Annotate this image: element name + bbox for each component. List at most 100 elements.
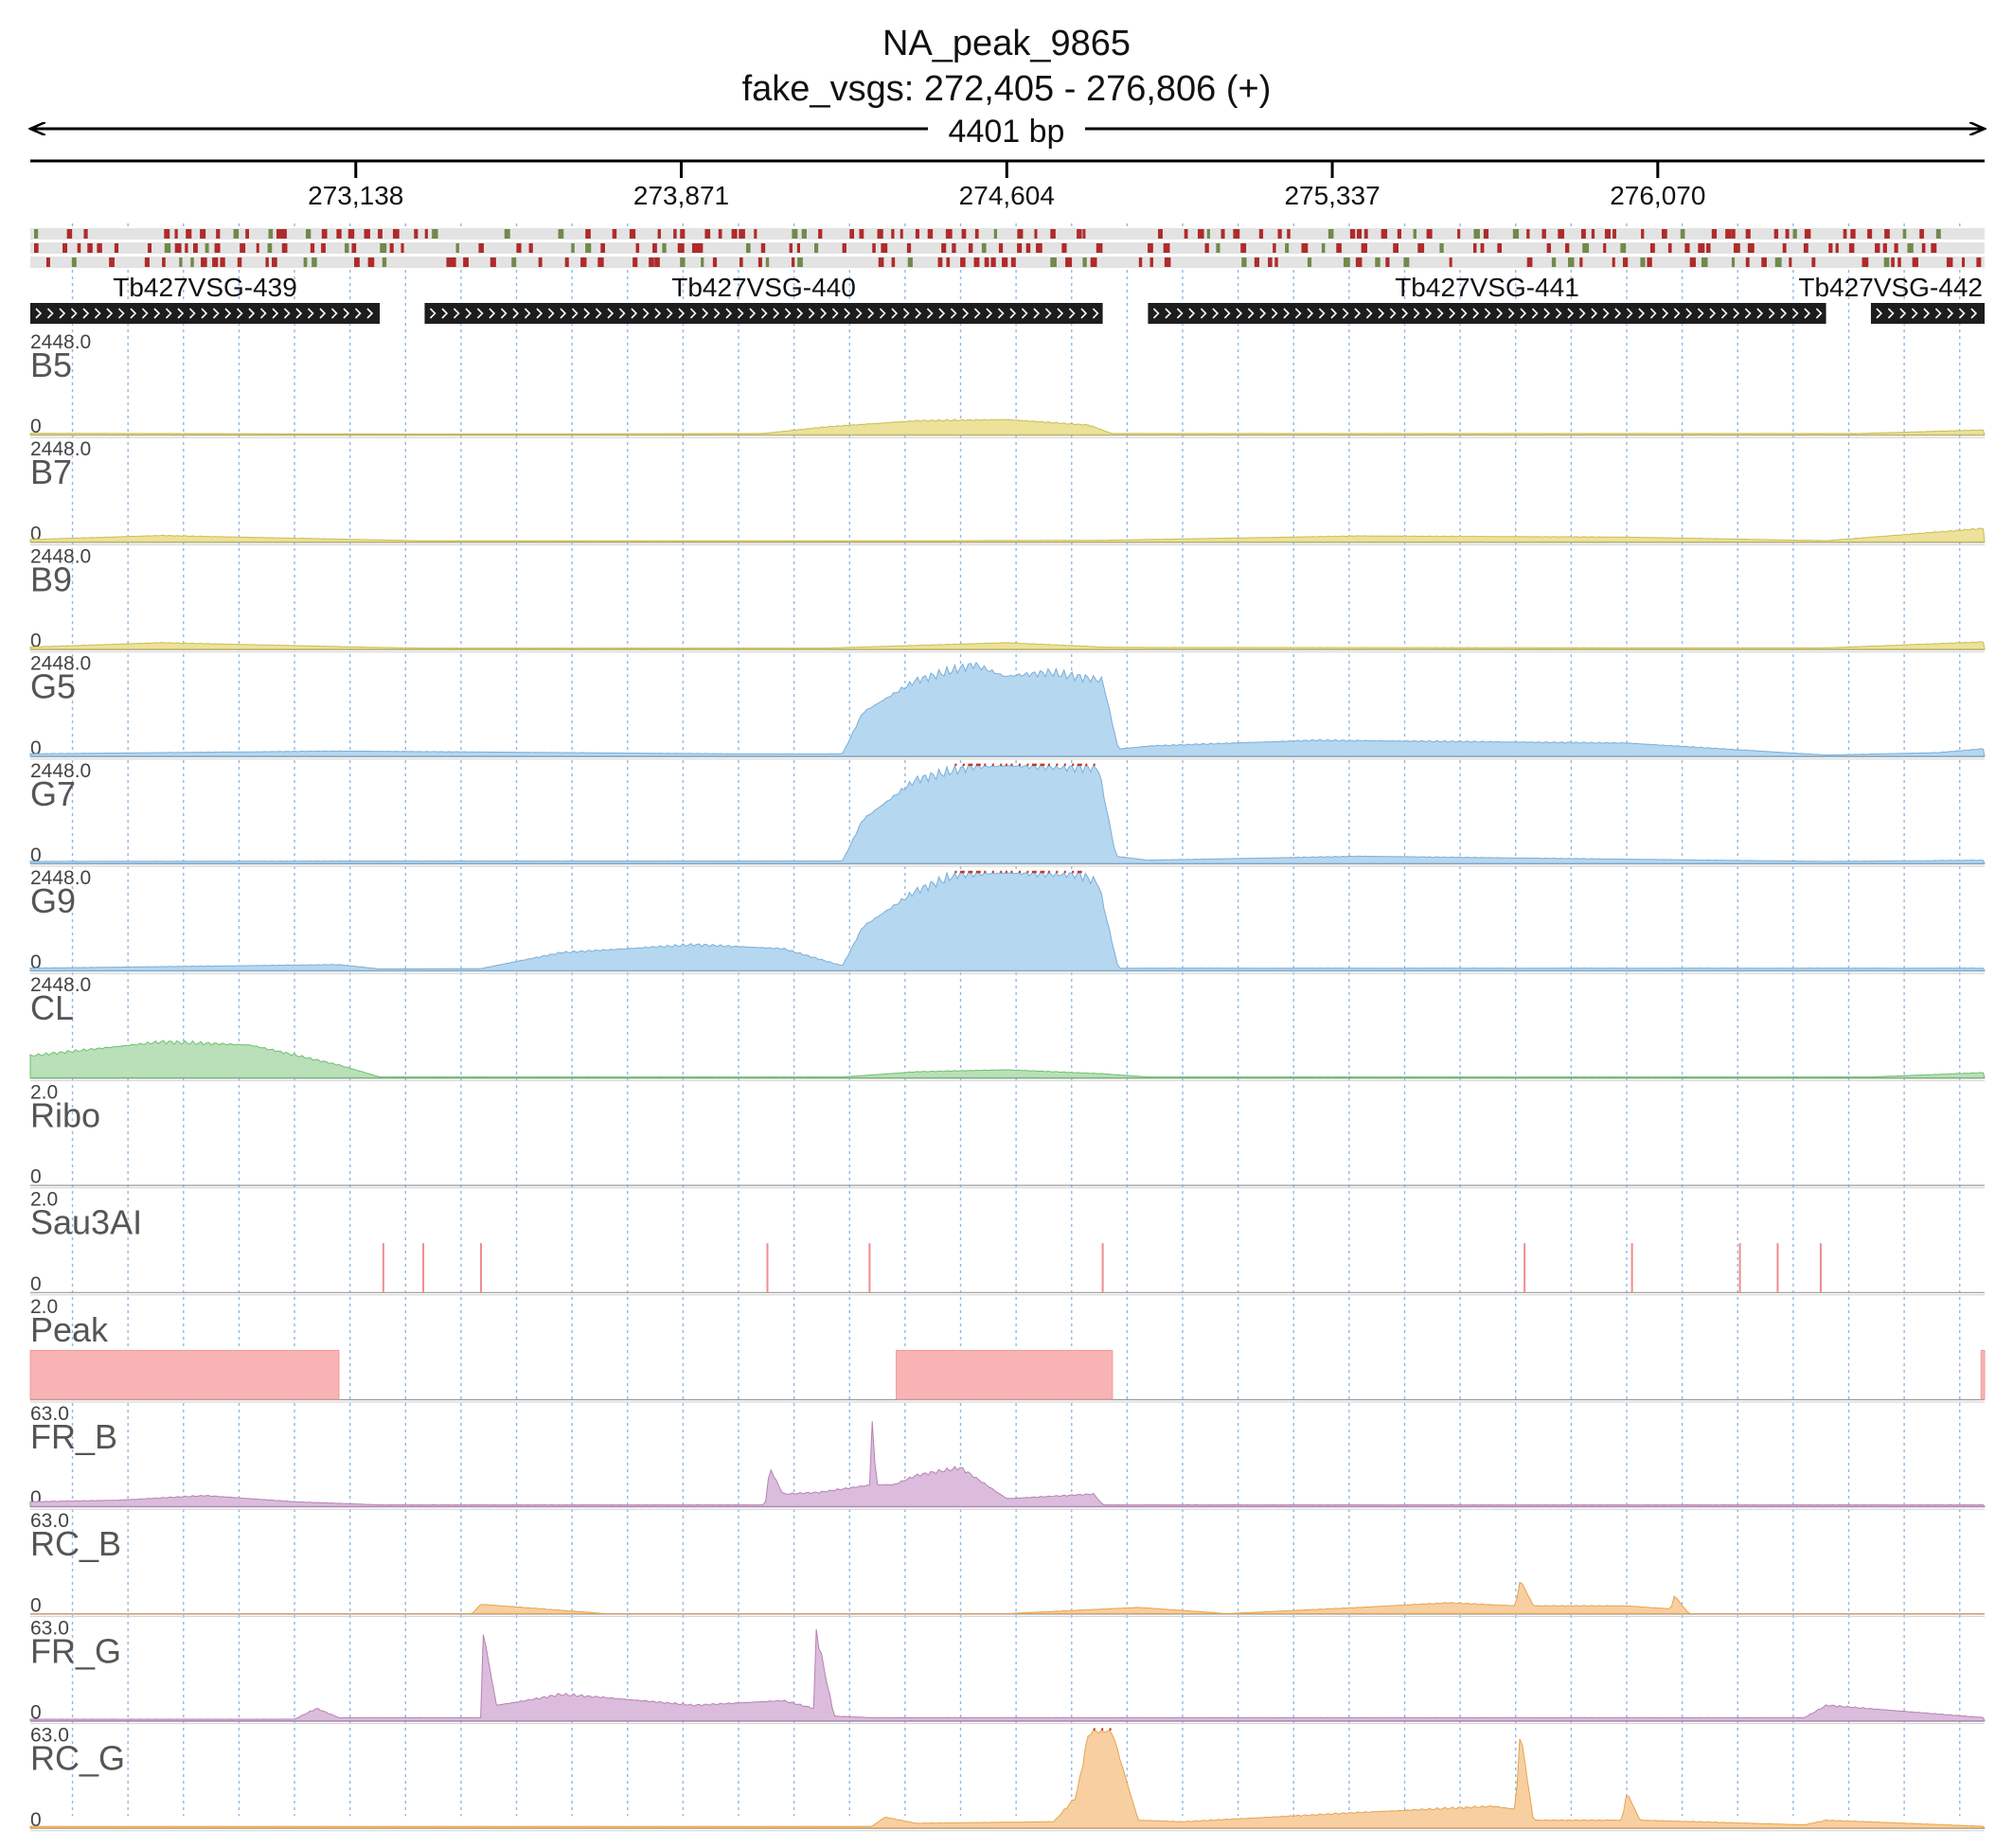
variant-mark bbox=[1138, 258, 1143, 267]
variant-mark bbox=[571, 243, 575, 253]
track-g5: 2448.0G5 0 bbox=[29, 653, 1986, 760]
variant-mark bbox=[558, 229, 564, 239]
variant-mark bbox=[1148, 243, 1153, 253]
variant-mark bbox=[504, 229, 510, 239]
variant-mark bbox=[305, 229, 312, 239]
variant-mark bbox=[272, 258, 277, 267]
variant-mark bbox=[179, 258, 183, 267]
track-ymax-label: 63.0 bbox=[30, 1403, 69, 1425]
track-b9: 2448.0B9 0 bbox=[29, 545, 1986, 653]
variant-mark bbox=[585, 243, 592, 253]
variant-mark bbox=[842, 243, 846, 253]
variant-mark bbox=[961, 229, 967, 239]
track-ymin-label: 0 bbox=[30, 416, 42, 437]
variant-mark bbox=[1701, 258, 1708, 267]
variant-mark bbox=[1164, 258, 1171, 267]
variant-mark bbox=[1385, 258, 1390, 267]
variant-mark bbox=[201, 258, 207, 267]
variant-mark bbox=[1667, 243, 1672, 253]
variant-mark bbox=[1449, 258, 1452, 267]
coverage-area bbox=[29, 871, 1986, 971]
track-ymax-label: 2448.0 bbox=[30, 760, 91, 782]
variant-mark bbox=[915, 229, 919, 239]
variant-mark bbox=[1689, 258, 1696, 267]
variant-mark bbox=[1277, 229, 1282, 239]
variant-mark bbox=[1268, 258, 1273, 267]
variant-mark bbox=[237, 258, 242, 267]
variant-mark bbox=[1604, 229, 1612, 239]
variant-mark bbox=[452, 258, 456, 267]
variant-mark bbox=[680, 229, 686, 239]
gene-label: Tb427VSG-439 bbox=[113, 273, 297, 302]
variant-mark bbox=[1273, 243, 1276, 253]
variant-mark bbox=[97, 243, 102, 253]
gene-strand-chevrons bbox=[1152, 308, 1823, 319]
variant-mark bbox=[765, 258, 770, 267]
variant-mark bbox=[1483, 229, 1489, 239]
variant-mark bbox=[1568, 258, 1575, 267]
track-name: CL bbox=[30, 988, 74, 1027]
variant-mark bbox=[597, 258, 604, 267]
variant-mark bbox=[87, 243, 93, 253]
variant-mark bbox=[612, 229, 617, 239]
variant-mark bbox=[1706, 243, 1711, 253]
variant-mark bbox=[1216, 243, 1220, 253]
track-name: B7 bbox=[30, 453, 72, 491]
variant-mark bbox=[233, 229, 240, 239]
variant-mark bbox=[1206, 229, 1210, 239]
variant-mark bbox=[1082, 229, 1086, 239]
span-label: 4401 bp bbox=[949, 114, 1065, 150]
variant-mark bbox=[281, 243, 288, 253]
variant-mark bbox=[186, 229, 192, 239]
variant-mark bbox=[1850, 229, 1856, 239]
variant-mark bbox=[1773, 229, 1779, 239]
variant-mark bbox=[190, 258, 194, 267]
track-ymax-label: 2448.0 bbox=[30, 545, 91, 567]
track-name: G5 bbox=[30, 667, 76, 706]
variant-mark bbox=[974, 229, 979, 239]
variant-mark bbox=[801, 229, 807, 239]
variant-mark bbox=[164, 243, 171, 253]
variant-mark bbox=[1233, 229, 1240, 239]
variant-mark bbox=[267, 243, 273, 253]
variant-mark bbox=[1902, 229, 1907, 239]
variant-mark bbox=[303, 258, 308, 267]
variant-mark bbox=[1620, 243, 1627, 253]
variant-mark bbox=[1612, 258, 1615, 267]
variant-mark bbox=[981, 243, 987, 253]
variant-mark bbox=[455, 243, 459, 253]
variant-mark bbox=[1274, 258, 1278, 267]
variant-mark bbox=[34, 229, 39, 239]
chart-subtitle: fake_vsgs: 272,405 - 276,806 (+) bbox=[742, 69, 1272, 109]
variant-mark bbox=[216, 229, 221, 239]
variant-mark bbox=[731, 229, 738, 239]
gene-label: Tb427VSG-441 bbox=[1395, 273, 1579, 302]
variant-mark bbox=[220, 258, 225, 267]
variant-mark bbox=[1612, 229, 1616, 239]
track-b5: 2448.0B5 0 bbox=[29, 331, 1986, 438]
variant-mark bbox=[1336, 243, 1342, 253]
variant-mark bbox=[1640, 258, 1646, 267]
variant-mark bbox=[1307, 258, 1312, 267]
variant-mark bbox=[1077, 229, 1082, 239]
variant-mark bbox=[1785, 229, 1790, 239]
variant-mark bbox=[148, 243, 152, 253]
variant-mark bbox=[1321, 243, 1326, 253]
variant-mark bbox=[652, 243, 657, 253]
track-ymax-label: 63.0 bbox=[30, 1617, 69, 1639]
track-ymin-label: 0 bbox=[30, 951, 42, 973]
coverage-area bbox=[29, 1421, 1986, 1507]
variant-mark bbox=[1745, 229, 1751, 239]
track-g9: 2448.0G9 0 bbox=[29, 867, 1986, 974]
variant-mark bbox=[1526, 229, 1530, 239]
variant-mark bbox=[1875, 243, 1880, 253]
track-ymin-label: 0 bbox=[30, 1809, 42, 1831]
variant-mark bbox=[1343, 258, 1350, 267]
variant-mark bbox=[796, 243, 800, 253]
variant-mark bbox=[1417, 243, 1425, 253]
variant-mark bbox=[1848, 243, 1855, 253]
variant-mark bbox=[382, 258, 387, 267]
variant-mark bbox=[1065, 258, 1073, 267]
variant-mark bbox=[1662, 229, 1667, 239]
